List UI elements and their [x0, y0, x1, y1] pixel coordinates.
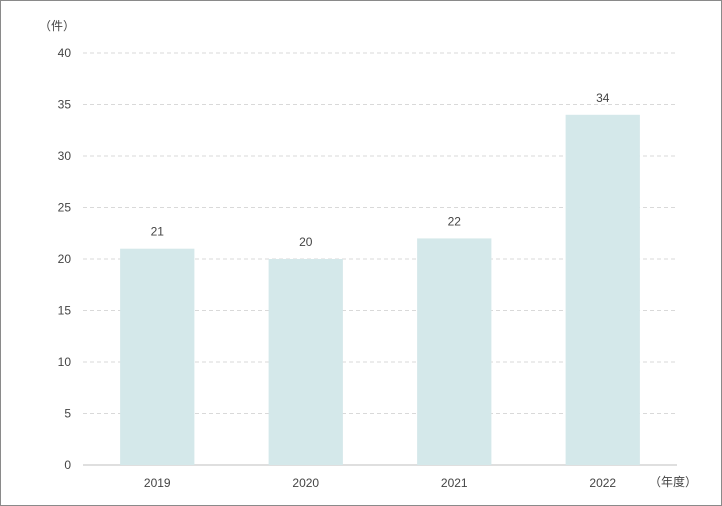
- bar-2019: [120, 248, 195, 465]
- data-label: 22: [448, 214, 462, 228]
- data-label: 21: [151, 225, 165, 239]
- x-tick-label: 2019: [144, 476, 171, 490]
- y-tick-label: 35: [58, 98, 72, 112]
- y-tick-label: 15: [58, 304, 72, 318]
- y-tick-label: 40: [58, 46, 72, 60]
- bar-2021: [417, 238, 492, 465]
- x-tick-label: 2021: [441, 476, 468, 490]
- y-tick-label: 0: [64, 458, 71, 472]
- data-label: 34: [596, 91, 610, 105]
- bar-2022: [565, 114, 640, 466]
- y-axis-unit-label: （件）: [39, 19, 75, 33]
- x-tick-label: 2022: [589, 476, 616, 490]
- y-tick-label: 30: [58, 149, 72, 163]
- bar-2020: [268, 259, 343, 465]
- data-label: 20: [299, 235, 313, 249]
- x-axis-unit-label: （年度）: [649, 474, 697, 489]
- x-tick-label: 2020: [292, 476, 319, 490]
- y-tick-label: 25: [58, 201, 72, 215]
- bars: [120, 114, 640, 466]
- y-tick-label: 10: [58, 355, 72, 369]
- y-tick-label: 20: [58, 252, 72, 266]
- y-tick-label: 5: [64, 407, 71, 421]
